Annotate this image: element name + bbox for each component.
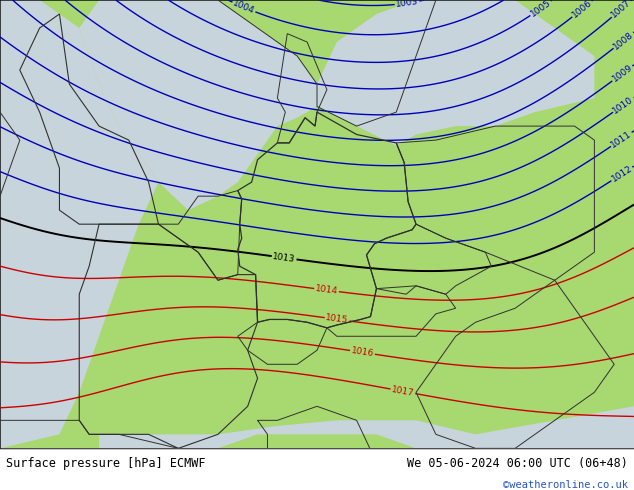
Text: ©weatheronline.co.uk: ©weatheronline.co.uk (503, 480, 628, 490)
Text: We 05-06-2024 06:00 UTC (06+48): We 05-06-2024 06:00 UTC (06+48) (407, 457, 628, 469)
Text: 1006: 1006 (571, 0, 594, 20)
Text: 1016: 1016 (351, 346, 375, 359)
Text: 1003: 1003 (395, 0, 419, 9)
Polygon shape (0, 0, 158, 448)
Text: Surface pressure [hPa] ECMWF: Surface pressure [hPa] ECMWF (6, 457, 206, 469)
Text: 1009: 1009 (611, 63, 634, 84)
Text: 1005: 1005 (529, 0, 553, 19)
Text: 1013: 1013 (272, 252, 296, 264)
Text: 1008: 1008 (612, 30, 634, 51)
Text: 1010: 1010 (611, 95, 634, 115)
Text: 1015: 1015 (325, 313, 349, 325)
Text: 1014: 1014 (314, 284, 339, 296)
Text: 1004: 1004 (231, 0, 256, 16)
Text: 1007: 1007 (610, 0, 633, 20)
Text: 1017: 1017 (391, 385, 415, 398)
Polygon shape (317, 0, 595, 146)
Polygon shape (79, 0, 317, 210)
Text: 1011: 1011 (609, 129, 633, 149)
Polygon shape (99, 406, 634, 448)
Text: 1012: 1012 (610, 164, 634, 184)
